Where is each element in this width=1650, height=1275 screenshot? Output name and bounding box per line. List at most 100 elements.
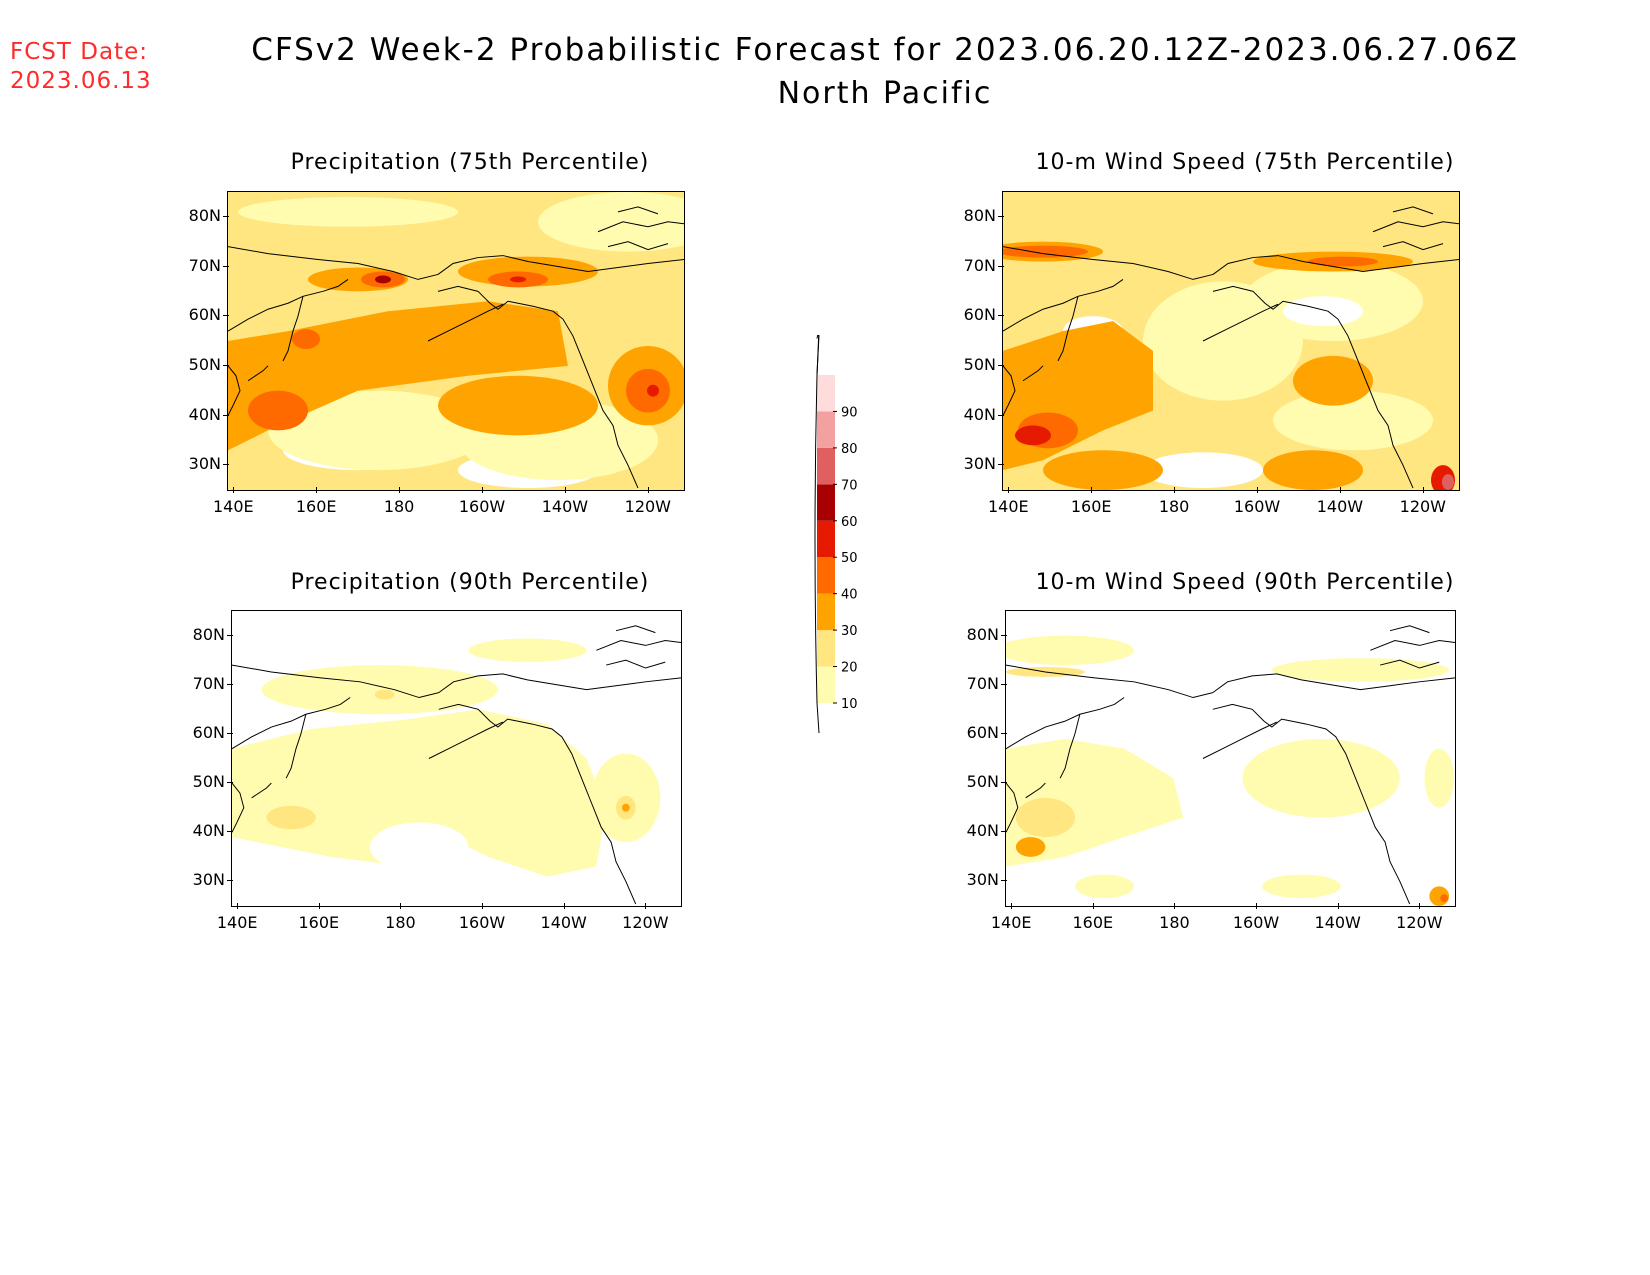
coastline [1025, 782, 1046, 799]
panel-title: 10-m Wind Speed (90th Percentile) [1035, 570, 1455, 595]
colorbar-label: 60 [841, 515, 858, 530]
map-field [228, 192, 684, 490]
colorbar-swatch [817, 375, 835, 412]
lon-tick [1256, 903, 1258, 909]
coastline [607, 241, 669, 251]
coastline [1006, 697, 1125, 750]
lat-tick [998, 464, 1004, 466]
contour-region [1006, 635, 1134, 666]
contour-region [438, 375, 598, 436]
colorbar-swatch [817, 520, 835, 558]
lat-tick-label: 40N [963, 404, 996, 424]
coastline [1389, 625, 1430, 634]
lat-tick-label: 60N [188, 305, 221, 325]
map-field [1006, 611, 1455, 906]
lon-tick-label: 140E [212, 497, 254, 516]
lat-tick-label: 40N [192, 821, 225, 841]
coastline [251, 782, 272, 799]
coastline [1003, 246, 1214, 280]
coastline [1212, 703, 1292, 728]
lat-tick [223, 414, 229, 416]
colorbar-label: 50 [841, 551, 858, 566]
lon-tick-label: 180 [383, 497, 415, 516]
coastline [232, 782, 245, 833]
contour-region [1015, 797, 1075, 838]
lat-tick [227, 634, 233, 636]
lat-tick-label: 70N [192, 673, 225, 693]
lon-tick [1339, 487, 1341, 493]
lon-tick [1174, 487, 1176, 493]
colorbar-top-arrow [816, 328, 820, 376]
lon-tick-label: 120W [1396, 913, 1443, 932]
coastline [1202, 303, 1279, 342]
map-wind-90 [1005, 610, 1456, 907]
forecast-date-label: FCST Date: 2023.06.13 [10, 38, 152, 96]
lon-tick [1011, 903, 1013, 909]
lon-tick [237, 903, 239, 909]
colorbar-swatch [817, 447, 835, 485]
coastline [232, 697, 351, 750]
contour-region [266, 805, 316, 830]
map-wind-75 [1002, 191, 1460, 491]
lon-tick-label: 140W [1314, 913, 1361, 932]
lat-tick [227, 683, 233, 685]
lon-tick [1337, 903, 1339, 909]
lon-tick [400, 903, 402, 909]
map-field [232, 611, 681, 906]
coastline [428, 721, 503, 759]
lat-tick-label: 30N [966, 870, 999, 890]
lat-tick-label: 50N [188, 354, 221, 374]
lat-tick-label: 30N [188, 454, 221, 474]
lon-tick-label: 140E [990, 913, 1032, 932]
coastline [1372, 221, 1459, 233]
coastline [1212, 673, 1455, 694]
lat-tick-label: 60N [963, 305, 996, 325]
coastline [1006, 664, 1213, 699]
lat-tick-label: 30N [192, 870, 225, 890]
lon-tick-label: 160E [1072, 913, 1114, 932]
lon-tick [1257, 487, 1259, 493]
coastline [437, 285, 519, 310]
lon-tick [482, 903, 484, 909]
coastline [438, 703, 518, 728]
lat-tick [223, 464, 229, 466]
contour-region [1271, 658, 1450, 682]
contour-region [1308, 256, 1378, 267]
contour-region [1074, 874, 1135, 899]
colorbar: 10 20 30 40 50 60 70 80 90 [805, 328, 885, 745]
colorbar-label: 30 [841, 624, 858, 639]
lon-tick [318, 903, 320, 909]
lon-tick-label: 120W [622, 913, 669, 932]
lat-tick-label: 80N [963, 205, 996, 225]
contour-region [1015, 837, 1046, 857]
lat-tick-label: 80N [188, 205, 221, 225]
colorbar-swatch [817, 557, 835, 594]
coastline [517, 302, 639, 489]
coastline [228, 246, 439, 280]
coastline [1202, 721, 1277, 759]
coastline [1292, 302, 1414, 489]
lat-tick [227, 782, 233, 784]
contour-region [1440, 894, 1449, 903]
lat-tick-label: 80N [192, 624, 225, 644]
lon-tick-label: 160W [1232, 913, 1280, 932]
lat-tick-label: 60N [966, 722, 999, 742]
contour-region [292, 329, 320, 349]
no-signal-region [1283, 296, 1363, 327]
lon-tick [564, 487, 566, 493]
coastline [1006, 782, 1019, 833]
coastline [1022, 365, 1044, 382]
lon-tick [1092, 903, 1094, 909]
main-title: CFSv2 Week-2 Probabilistic Forecast for … [251, 32, 1519, 68]
contour-region [1262, 874, 1341, 899]
lon-tick [647, 487, 649, 493]
lon-tick [1174, 903, 1176, 909]
colorbar-edge [814, 374, 818, 704]
lon-tick-label: 180 [1158, 497, 1190, 516]
contour-region [468, 638, 587, 663]
fcst-label: FCST Date: [10, 39, 148, 65]
lat-tick [998, 414, 1004, 416]
coastline [606, 659, 666, 669]
lat-tick-label: 70N [966, 673, 999, 693]
coastline [438, 673, 681, 694]
